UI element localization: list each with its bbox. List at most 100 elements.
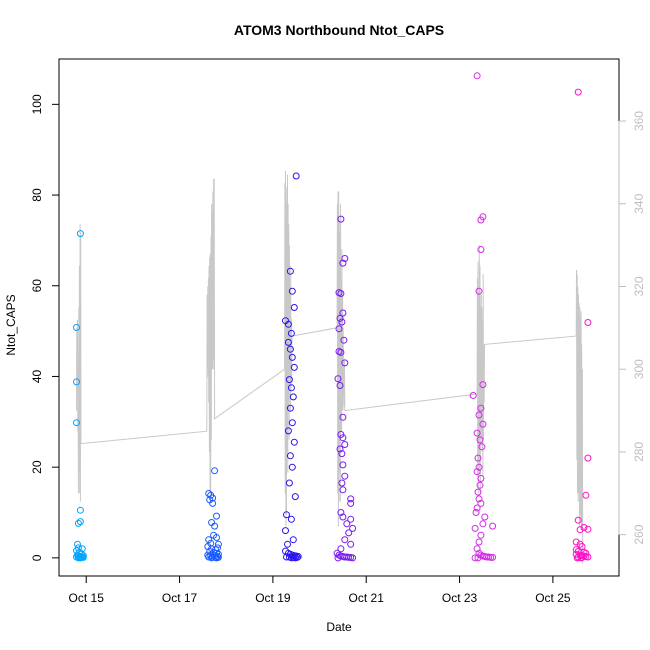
data-point [473, 72, 481, 80]
data-point [477, 475, 485, 482]
secondary-line-layer [76, 170, 584, 564]
data-point [576, 526, 584, 534]
y-tick-label: 60 [30, 279, 44, 293]
y-tick-label: 80 [30, 188, 44, 202]
data-point [283, 511, 290, 519]
scatter-points-layer [73, 72, 592, 562]
data-point [476, 436, 484, 444]
data-point [477, 499, 485, 507]
data-point [337, 509, 345, 516]
data-point [477, 531, 485, 539]
data-point [475, 463, 483, 471]
data-point [287, 515, 295, 523]
data-point [291, 493, 299, 501]
x-axis-label: Date [326, 620, 352, 634]
data-point [337, 545, 345, 553]
data-point [474, 454, 482, 462]
data-point [289, 393, 297, 401]
data-point [475, 538, 483, 546]
data-point [214, 540, 222, 548]
data-point [341, 255, 349, 262]
data-point [290, 438, 298, 446]
data-point [341, 441, 349, 448]
y2-tick-label: 320 [632, 276, 646, 296]
y2-tick-label: 300 [632, 359, 646, 379]
data-point [289, 536, 297, 544]
data-point [479, 420, 487, 428]
data-point [576, 540, 584, 548]
x-tick-label: Oct 25 [535, 591, 571, 605]
data-point [347, 515, 355, 523]
data-point [474, 488, 482, 496]
y-tick-label: 40 [30, 369, 44, 383]
data-point [74, 519, 82, 527]
data-point [336, 445, 344, 453]
data-point [287, 554, 295, 562]
data-point [582, 491, 590, 499]
data-point [339, 309, 347, 317]
data-point [474, 554, 482, 562]
data-point [337, 290, 345, 297]
data-point [580, 524, 588, 531]
data-point [574, 516, 582, 524]
data-point [284, 540, 291, 548]
data-point [336, 314, 344, 322]
data-point [573, 554, 581, 562]
y2-tick-label: 260 [632, 524, 646, 544]
data-point [477, 216, 485, 224]
x-tick-label: Oct 15 [69, 591, 105, 605]
x-axis: Oct 15 Oct 17 Oct 19 Oct 21 Oct 23 Oct 25 [69, 575, 571, 605]
data-point [584, 525, 592, 533]
data-point [339, 434, 347, 442]
data-point [478, 443, 486, 451]
data-point [336, 382, 344, 389]
data-point [285, 376, 293, 384]
data-point [339, 259, 347, 267]
data-point [282, 527, 289, 535]
data-point [290, 363, 298, 371]
data-point [473, 545, 481, 553]
data-point [477, 246, 485, 253]
data-point [284, 320, 292, 328]
data-point [473, 468, 481, 476]
data-point [574, 88, 582, 96]
data-point [475, 287, 483, 295]
data-point [288, 287, 296, 295]
data-point [347, 540, 355, 548]
data-point [339, 461, 347, 469]
data-point [487, 553, 495, 561]
data-point [286, 452, 294, 460]
data-point [76, 554, 84, 562]
x-tick-label: Oct 17 [162, 591, 198, 605]
data-point [473, 504, 481, 512]
data-point [475, 495, 483, 503]
x-tick-label: Oct 19 [255, 591, 291, 605]
data-point [345, 529, 353, 537]
data-point [347, 499, 355, 507]
data-point [74, 554, 82, 562]
data-point [347, 495, 355, 503]
data-point [577, 554, 585, 562]
data-point [584, 454, 592, 462]
data-point [288, 353, 296, 361]
data-point [574, 553, 582, 561]
data-point [345, 553, 353, 561]
data-point [472, 509, 480, 516]
data-point [339, 513, 347, 521]
data-point [288, 419, 296, 427]
data-point [205, 553, 213, 561]
data-point [76, 506, 84, 514]
data-point [349, 524, 357, 532]
data-point [337, 348, 345, 356]
data-point [286, 267, 294, 275]
data-point [340, 336, 348, 344]
data-point [572, 546, 580, 554]
data-point [337, 215, 345, 223]
data-point [334, 554, 342, 562]
data-point [489, 522, 497, 530]
x-tick-label: Oct 21 [349, 591, 385, 605]
data-point [338, 479, 346, 487]
data-point [476, 481, 484, 489]
data-point [79, 553, 87, 561]
